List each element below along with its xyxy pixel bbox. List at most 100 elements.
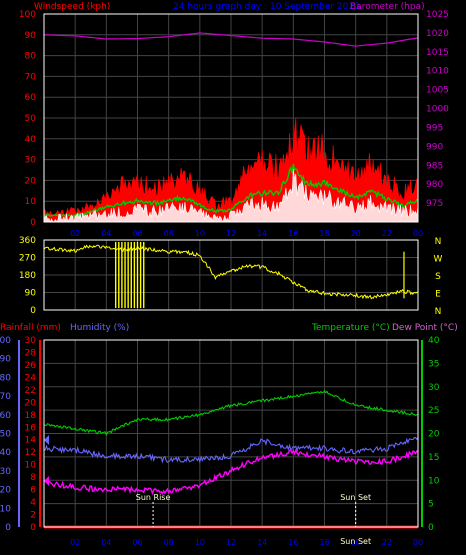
- temperature-tick-label: 20: [428, 430, 440, 440]
- temp-time-tick-label: 22: [382, 538, 392, 547]
- wind-tick-label: 10: [25, 197, 37, 207]
- barometer-tick-label: 1020: [426, 29, 449, 39]
- humidity-tick-label: 10: [0, 504, 11, 514]
- barometer-tick-label: 1000: [426, 105, 449, 115]
- humidity-tick-label: 20: [0, 486, 11, 496]
- temperature-tick-label: 40: [428, 336, 440, 346]
- humidity-axis-label: Humidity (%): [70, 323, 129, 333]
- wind-time-tick-label: 12: [226, 229, 236, 238]
- rainfall-tick-label: 24: [25, 373, 37, 383]
- wind-tick-label: 80: [25, 52, 37, 62]
- wind-time-tick-label: 04: [101, 229, 111, 238]
- barometer-tick-label: 975: [426, 199, 443, 209]
- wind-tick-label: 90: [25, 31, 37, 41]
- rainfall-tick-label: 30: [25, 336, 37, 346]
- temp-time-tick-label: 04: [101, 538, 111, 547]
- rainfall-tick-label: 10: [25, 461, 37, 471]
- humidity-tick-label: 50: [0, 430, 11, 440]
- wind-time-tick-label: 16: [288, 229, 298, 238]
- temperature-tick-label: 0: [428, 523, 434, 533]
- temperature-tick-label: 35: [428, 359, 439, 369]
- compass-label: E: [435, 290, 441, 300]
- wind-tick-label: 100: [19, 10, 36, 20]
- barometer-axis-label: Barometer (hpa): [350, 2, 425, 12]
- rainfall-tick-label: 28: [25, 348, 37, 358]
- temperature-axis-label: Temperature (°C): [311, 323, 390, 333]
- wind-time-tick-label: 02: [70, 229, 80, 238]
- rainfall-tick-label: 26: [25, 361, 37, 371]
- temperature-tick-label: 15: [428, 453, 439, 463]
- direction-tick-label: 180: [19, 271, 36, 281]
- direction-series: [43, 244, 419, 300]
- rainfall-axis-label: Rainfall (mm): [0, 323, 61, 333]
- barometer-tick-label: 990: [426, 142, 443, 152]
- wind-panel-frame: [43, 13, 419, 223]
- wind-tick-label: 50: [25, 114, 37, 124]
- temperature-tick-label: 25: [428, 406, 439, 416]
- wind-time-tick-label: 06: [132, 229, 142, 238]
- plot-layer: 0102030405060708090100975980985990995100…: [0, 10, 449, 547]
- barometer-tick-label: 980: [426, 180, 443, 190]
- temp-time-tick-label: 16: [288, 538, 298, 547]
- barometer-tick-label: 985: [426, 161, 443, 171]
- temperature-tick-label: 10: [428, 476, 440, 486]
- temp-time-tick-label: 14: [257, 538, 267, 547]
- dewpoint-start-marker: [44, 476, 49, 486]
- humidity-tick-label: 100: [0, 336, 11, 346]
- wind-tick-label: 70: [25, 72, 37, 82]
- temp-time-tick-label: 02: [70, 538, 80, 547]
- sunset-label-lower: Sun Set: [340, 537, 371, 546]
- temp-time-tick-label: 08: [164, 538, 174, 547]
- wind-time-tick-label: 22: [382, 229, 392, 238]
- humidity-tick-label: 60: [0, 411, 11, 421]
- wind-tick-label: 60: [25, 93, 37, 103]
- temp-time-tick-label: 10: [195, 538, 205, 547]
- sunset-label: Sun Set: [340, 493, 371, 502]
- rainfall-tick-label: 8: [30, 473, 36, 483]
- temp-time-tick-label: 12: [226, 538, 236, 547]
- barometer-tick-label: 1015: [426, 48, 449, 58]
- temperature-tick-label: 30: [428, 383, 440, 393]
- humidity-series: [43, 437, 419, 464]
- humidity-tick-label: 80: [0, 373, 11, 383]
- rainfall-tick-label: 14: [25, 436, 37, 446]
- rainfall-tick-label: 22: [25, 386, 36, 396]
- wind-tick-label: 20: [25, 176, 37, 186]
- barometer-tick-label: 995: [426, 123, 443, 133]
- humidity-tick-label: 0: [5, 523, 11, 533]
- rainfall-tick-label: 2: [30, 511, 36, 521]
- direction-tick-label: 0: [30, 306, 36, 316]
- rainfall-tick-label: 12: [25, 448, 36, 458]
- temp-time-tick-label: 20: [351, 538, 361, 547]
- dewpoint-series: [43, 448, 419, 496]
- compass-label: N: [435, 237, 442, 247]
- barometer-tick-label: 1025: [426, 10, 449, 20]
- humidity-tick-label: 30: [0, 467, 11, 477]
- temp-time-tick-label: 06: [132, 538, 142, 547]
- temperature-series: [43, 389, 419, 437]
- wind-time-tick-label: 14: [257, 229, 267, 238]
- barometer-series: [43, 32, 419, 47]
- rainfall-tick-label: 6: [30, 486, 36, 496]
- wind-tick-label: 30: [25, 156, 37, 166]
- direction-tick-label: 270: [19, 254, 36, 264]
- barometer-tick-label: 1010: [426, 67, 449, 77]
- chart-title: 24 hours graph day : 10 September 2023: [173, 2, 360, 12]
- rainfall-tick-label: 18: [25, 411, 37, 421]
- windspeed-axis-label: Windspeed (kph): [34, 2, 110, 12]
- sunrise-label: Sun Rise: [136, 493, 171, 502]
- wind-time-tick-label: 18: [319, 229, 329, 238]
- direction-tick-label: 360: [19, 236, 36, 246]
- temperature-tick-label: 5: [428, 500, 434, 510]
- barometer-tick-label: 1005: [426, 86, 449, 96]
- humidity-tick-label: 90: [0, 355, 11, 365]
- wind-tick-label: 0: [30, 218, 36, 228]
- rainfall-tick-label: 16: [25, 423, 37, 433]
- direction-panel-frame: [43, 239, 419, 311]
- compass-label: W: [434, 255, 443, 265]
- rainfall-tick-label: 0: [30, 523, 36, 533]
- compass-label: N: [435, 307, 442, 317]
- direction-tick-label: 90: [25, 289, 37, 299]
- rainfall-tick-label: 20: [25, 398, 37, 408]
